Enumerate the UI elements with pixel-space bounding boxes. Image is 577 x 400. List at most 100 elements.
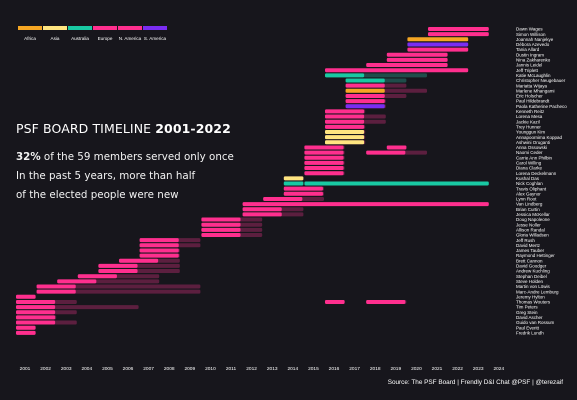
member-name: Brett Cannon <box>516 258 543 263</box>
term-bar-start <box>304 155 344 160</box>
member-name: Anna Ossowski <box>516 145 547 150</box>
term-bar <box>407 37 469 42</box>
member-name: Marc-Andre Lemburg <box>516 289 559 294</box>
member-name: Jannis Leidel <box>516 63 542 68</box>
member-name: Stephan Deibel <box>516 274 547 279</box>
term-bar <box>366 63 448 68</box>
member-name: Martin von Löwis <box>516 284 551 289</box>
year-tick-label: 2014 <box>287 366 298 372</box>
term-bar-start <box>16 320 56 325</box>
year-tick-label: 2007 <box>143 366 154 372</box>
member-name: Carol Willing <box>516 161 542 166</box>
member-name: Eric Holscher <box>516 94 543 99</box>
member-name: Lorena Deckelmann <box>516 171 557 176</box>
term-bar <box>36 289 201 294</box>
year-tick-label: 2012 <box>246 366 257 372</box>
term-bar-start <box>283 191 323 196</box>
year-tick-label: 2005 <box>102 366 113 372</box>
year-tick-label: 2022 <box>452 366 463 372</box>
legend-label: Asia <box>51 36 60 41</box>
term-bar-start <box>304 171 344 176</box>
member-name: Tim Peters <box>516 305 538 310</box>
term-bar <box>325 68 469 73</box>
term-bar <box>407 42 469 47</box>
member-name: David Goodger <box>516 264 547 269</box>
legend-label: Africa <box>24 36 36 41</box>
member-name: Kenneth Reitz <box>516 109 545 114</box>
member-name: Lorena Mesa <box>516 114 543 119</box>
member-name: Paul Everitt <box>516 325 540 330</box>
term-bar-start <box>57 279 97 284</box>
member-name: Raymond Hettinger <box>516 253 555 258</box>
year-tick-label: 2003 <box>61 366 72 372</box>
member-name: Joannah Nanjekye <box>516 37 554 42</box>
year-tick-label: 2023 <box>473 366 484 372</box>
year-axis-labels: 2001 2002 2003 2004 2005 2006 2007 2008 2009 2010… <box>20 366 505 372</box>
year-tick-label: 2013 <box>267 366 278 372</box>
term-bar-start <box>242 212 282 217</box>
term-bar-start <box>345 88 385 93</box>
term-bar-start <box>325 135 365 140</box>
source-credit: Source: The PSF Board | Frendly D&I Chat… <box>387 379 563 386</box>
legend-swatch-asia <box>43 26 67 30</box>
term-bar <box>428 27 489 31</box>
legend-swatch-australia <box>68 26 92 30</box>
chart-title: PSF BOARD TIMELINE 2001-2022 <box>16 121 316 136</box>
term-bar-start <box>16 330 36 335</box>
title-years: 2001-2022 <box>155 121 231 136</box>
term-bar-start <box>325 299 345 304</box>
term-bar-start <box>325 124 365 129</box>
term-bar-start <box>345 83 385 88</box>
term-bar-start <box>325 73 365 78</box>
term-bar-start <box>345 104 385 109</box>
term-bar-start <box>242 207 282 212</box>
legend-label: Australia <box>71 36 89 41</box>
member-name: Guido van Rossum <box>516 320 555 325</box>
term-bar-start <box>16 305 56 310</box>
term-bar-start <box>304 145 344 150</box>
member-name: Brian Curtin <box>516 207 540 212</box>
year-tick-label: 2001 <box>20 366 31 372</box>
term-bar-start <box>201 227 241 232</box>
member-name: Doug Napoleone <box>516 217 550 222</box>
term-bar <box>242 202 489 207</box>
year-tick-label: 2006 <box>123 366 134 372</box>
member-name: Carrie Ann Philbin <box>516 155 553 160</box>
legend-swatch-africa <box>18 26 42 30</box>
term-bar <box>428 32 489 37</box>
year-tick-label: 2002 <box>40 366 51 372</box>
term-bar-start <box>304 150 344 155</box>
term-bar-start <box>345 99 385 104</box>
member-name: James Tauber <box>516 248 545 253</box>
member-name: Jackie Kazil <box>516 119 540 124</box>
member-name: Nick Coghlan <box>516 181 543 186</box>
term-bar-start <box>386 145 407 150</box>
member-name: Paul Hildebrandt <box>516 99 550 104</box>
member-name: Jeremy Hylton <box>516 294 545 299</box>
term-bar-start <box>325 109 365 114</box>
term-bar-start <box>325 119 365 124</box>
stat-new-line-2: of the elected people were new <box>16 189 316 201</box>
term-bar-start <box>119 258 159 263</box>
year-tick-label: 2019 <box>390 366 401 372</box>
member-name: Simon Willison <box>516 32 546 37</box>
member-name: Trey Hunner <box>516 124 541 129</box>
member-name: Débora Azevedo <box>516 42 550 47</box>
term-bar <box>36 284 201 289</box>
stat-only-once-text: of the 59 members served only once <box>40 151 234 163</box>
term-bar-start <box>345 78 385 83</box>
term-bar-start <box>77 274 117 279</box>
member-name: Katie McLaughlin <box>516 73 551 78</box>
year-tick-label: 2018 <box>370 366 381 372</box>
member-name: Ashwini Oruganti <box>516 140 550 145</box>
stat-only-once: 32% of the 59 members served only once <box>16 151 316 163</box>
member-name: Dustin Ingram <box>516 52 544 57</box>
term-bar-start <box>16 315 56 320</box>
legend-label: Europe <box>98 36 113 41</box>
member-name: Younggun Kim <box>516 130 545 135</box>
term-bar-start <box>283 176 304 181</box>
term-bar-start <box>201 217 241 222</box>
stat-new-line-1: In the past 5 years, more than half <box>16 170 316 182</box>
legend-label: S. America <box>144 36 167 41</box>
